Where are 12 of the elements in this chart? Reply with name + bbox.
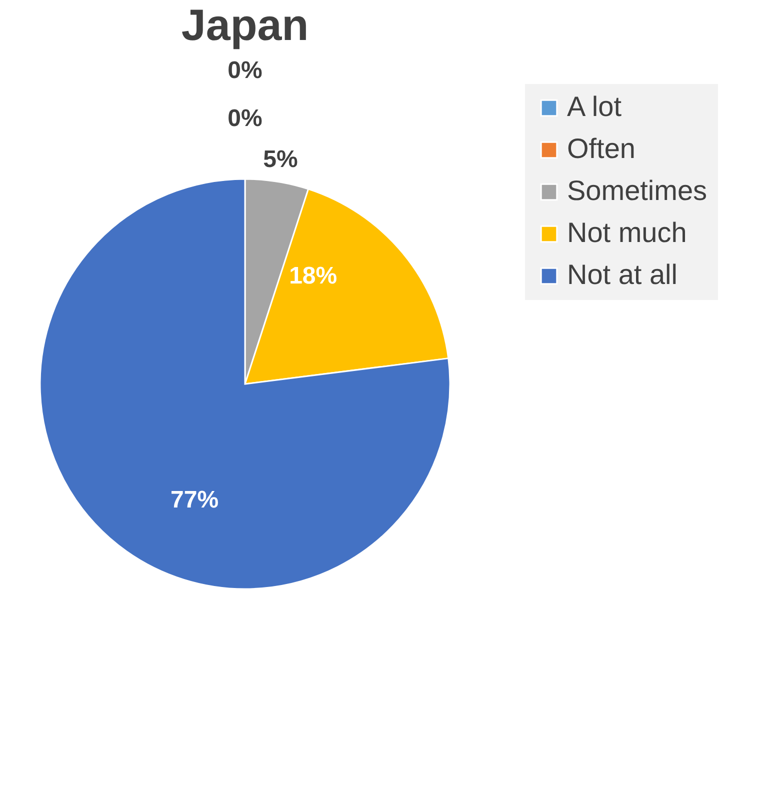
legend-label: Often xyxy=(567,133,636,164)
legend-label: Not at all xyxy=(567,259,678,290)
text: 0% xyxy=(228,105,262,132)
pie-slice xyxy=(39,178,451,590)
legend-label: Not much xyxy=(567,217,687,248)
legend-label: Sometimes xyxy=(567,175,708,206)
data-label: 18% xyxy=(289,262,338,290)
data-label: 5% xyxy=(263,146,298,173)
data-label: 77% xyxy=(170,486,219,514)
text: 0% xyxy=(228,57,262,84)
chart-title: Japan xyxy=(181,1,309,50)
legend-label: A lot xyxy=(567,91,622,122)
